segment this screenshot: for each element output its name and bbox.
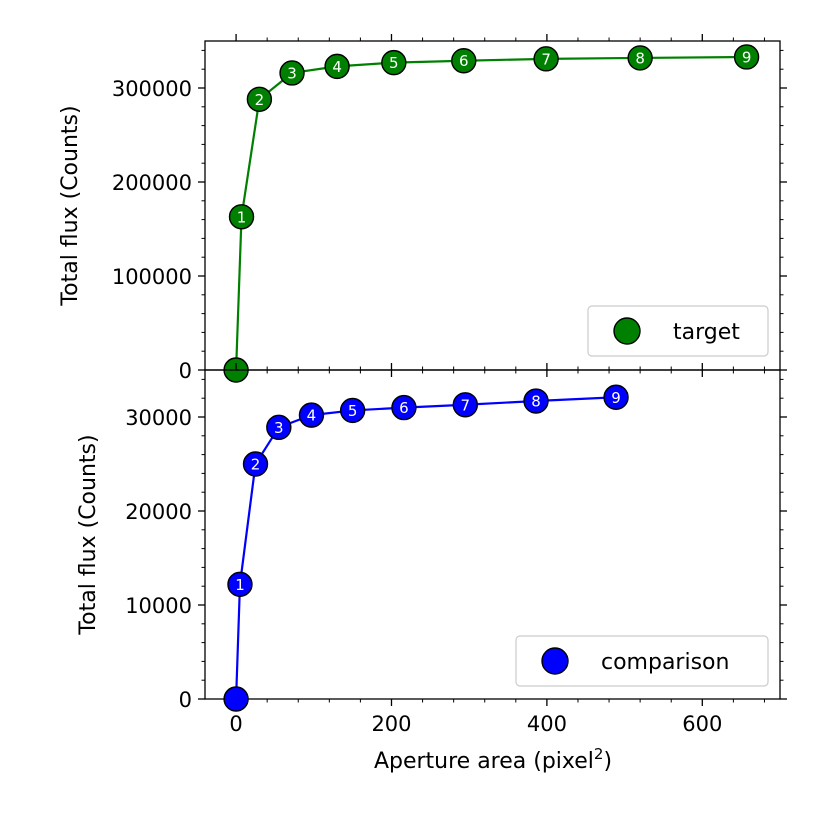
data-point [452, 392, 479, 418]
point-label: 7 [461, 396, 471, 414]
data-point [533, 46, 559, 72]
legend-label: comparison [601, 650, 729, 675]
data-point [733, 44, 760, 70]
data-point [279, 60, 305, 86]
top-panel-target: 0 100000 200000 300000 Total flux (Counts) 1 2… [58, 34, 787, 383]
y-tick-label: 0 [179, 359, 192, 383]
y-tick-label: 300000 [112, 77, 192, 101]
point-label: 6 [399, 399, 409, 417]
data-point [228, 204, 255, 230]
point-label: 1 [237, 208, 247, 226]
data-point [324, 53, 350, 80]
series-line [234, 55, 747, 371]
legend-label: target [673, 320, 740, 345]
point-label: 8 [635, 49, 645, 67]
point-label: 2 [255, 91, 265, 109]
bottom-panel-comparison: 0 10000 20000 30000 0 200 400 600 Total flux (Co… [76, 363, 787, 736]
point-label: 1 [235, 576, 245, 594]
x-tick-label: 400 [527, 712, 567, 736]
series-line [234, 396, 617, 700]
y-tick-label: 10000 [125, 594, 192, 618]
data-point [523, 388, 549, 414]
legend-marker [613, 317, 641, 345]
legend-box [515, 635, 769, 687]
legend-marker [541, 647, 569, 675]
x-tick-label: 200 [371, 712, 411, 736]
data-point [223, 686, 249, 712]
data-point [266, 414, 292, 441]
data-point [451, 48, 477, 74]
legend-box [587, 305, 769, 357]
point-label: 9 [611, 389, 621, 407]
point-label: 2 [251, 456, 261, 474]
point-label: 9 [742, 48, 752, 66]
point-label: 4 [332, 58, 342, 76]
point-label: 8 [531, 393, 541, 411]
point-label: 5 [348, 402, 358, 420]
y-axis-label: Total flux (Counts) [76, 434, 101, 635]
point-label: 6 [459, 52, 469, 70]
point-label: 3 [287, 64, 297, 82]
point-label: 7 [541, 50, 551, 68]
data-point [246, 86, 273, 112]
point-label: 3 [274, 419, 284, 437]
data-point [227, 571, 253, 598]
data-point [298, 402, 325, 428]
x-axis-label: Aperture area (pixel2) [374, 745, 612, 774]
axes-frame [204, 369, 781, 700]
point-label: 5 [389, 54, 399, 72]
x-tick-label: 600 [682, 712, 722, 736]
point-label: 4 [307, 407, 317, 425]
data-point [391, 394, 417, 421]
data-point [242, 451, 269, 477]
x-tick-label: 0 [229, 712, 242, 736]
y-tick-label: 0 [179, 688, 192, 712]
data-point [603, 384, 629, 410]
y-tick-label: 30000 [125, 406, 192, 430]
y-tick-label: 100000 [112, 265, 192, 289]
y-tick-label: 200000 [112, 171, 192, 195]
data-point [339, 397, 366, 424]
data-point [381, 49, 407, 76]
y-axis-label: Total flux (Counts) [58, 105, 83, 306]
data-point [627, 45, 653, 71]
y-tick-label: 20000 [125, 500, 192, 524]
